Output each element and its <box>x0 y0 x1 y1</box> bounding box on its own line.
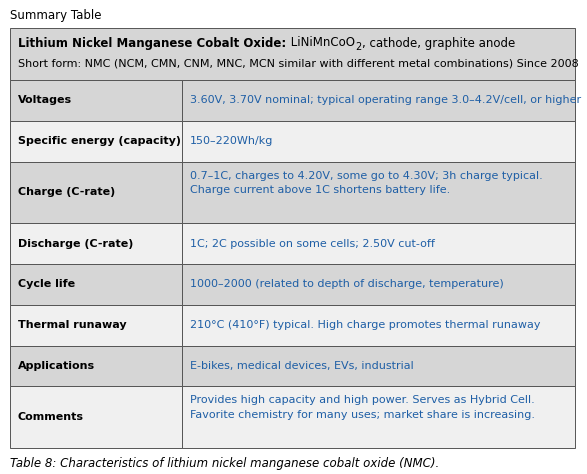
Text: Cycle life: Cycle life <box>18 279 75 289</box>
Text: 1000–2000 (related to depth of discharge, temperature): 1000–2000 (related to depth of discharge… <box>190 279 504 289</box>
Text: 150–220Wh/kg: 150–220Wh/kg <box>190 136 274 146</box>
Text: Charge (C-rate): Charge (C-rate) <box>18 187 115 197</box>
Text: Thermal runaway: Thermal runaway <box>18 320 127 330</box>
Text: 0.7–1C, charges to 4.20V, some go to 4.30V; 3h charge typical.
Charge current ab: 0.7–1C, charges to 4.20V, some go to 4.3… <box>190 171 543 195</box>
Text: E-bikes, medical devices, EVs, industrial: E-bikes, medical devices, EVs, industria… <box>190 361 414 371</box>
Text: Comments: Comments <box>18 412 84 422</box>
Text: Lithium Nickel Manganese Cobalt Oxide:: Lithium Nickel Manganese Cobalt Oxide: <box>18 36 286 49</box>
Text: , cathode, graphite anode: , cathode, graphite anode <box>362 36 515 49</box>
Text: 2: 2 <box>355 42 362 52</box>
Text: Short form: NMC (NCM, CMN, CNM, MNC, MCN similar with different metal combinatio: Short form: NMC (NCM, CMN, CNM, MNC, MCN… <box>18 59 579 69</box>
Text: 1C; 2C possible on some cells; 2.50V cut-off: 1C; 2C possible on some cells; 2.50V cut… <box>190 238 435 249</box>
Text: Specific energy (capacity): Specific energy (capacity) <box>18 136 181 146</box>
Text: Provides high capacity and high power. Serves as Hybrid Cell.
Favorite chemistry: Provides high capacity and high power. S… <box>190 395 535 420</box>
Text: Table 8: Characteristics of lithium nickel manganese cobalt oxide (NMC).: Table 8: Characteristics of lithium nick… <box>10 457 439 471</box>
Text: Summary Table: Summary Table <box>10 9 102 22</box>
Text: Applications: Applications <box>18 361 95 371</box>
Text: 3.60V, 3.70V nominal; typical operating range 3.0–4.2V/cell, or higher: 3.60V, 3.70V nominal; typical operating … <box>190 95 582 105</box>
Text: Discharge (C-rate): Discharge (C-rate) <box>18 238 133 249</box>
Text: 210°C (410°F) typical. High charge promotes thermal runaway: 210°C (410°F) typical. High charge promo… <box>190 320 541 330</box>
Text: Voltages: Voltages <box>18 95 72 105</box>
Text: LiNiMnCoO: LiNiMnCoO <box>287 36 355 49</box>
